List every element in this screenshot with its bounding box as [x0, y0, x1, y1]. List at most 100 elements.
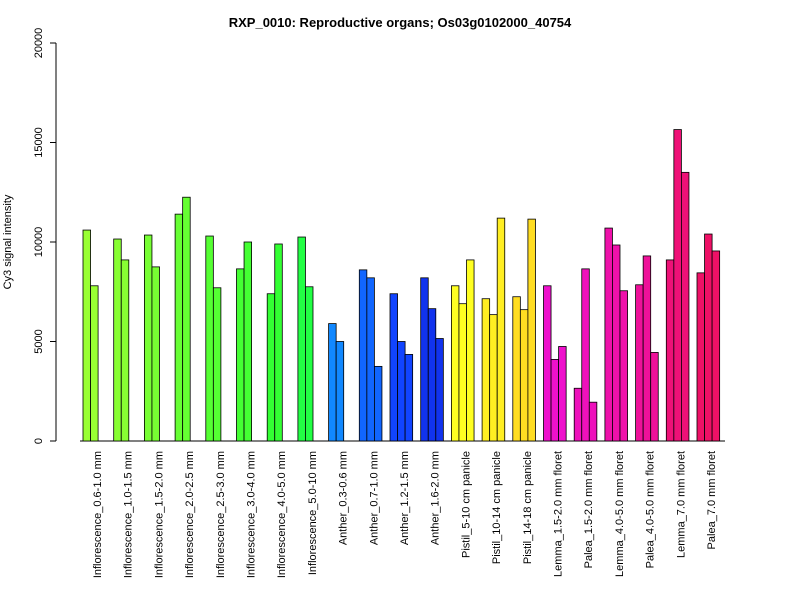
bar	[404, 354, 414, 442]
bar	[681, 171, 690, 442]
x-tick-label: Lemma_1.5-2.0 mm floret	[553, 451, 565, 577]
y-tick-label: 10000	[33, 227, 45, 258]
bar-group	[328, 323, 345, 442]
bar-group	[174, 196, 191, 442]
bar	[174, 213, 184, 442]
bar-group	[236, 241, 253, 442]
bar-group	[143, 234, 160, 442]
x-tick-label: Palea_7.0 mm floret	[706, 451, 718, 549]
x-tick-label: Inflorescence_1.0-1.5 mm	[123, 451, 135, 578]
bar	[389, 293, 398, 442]
bar-group	[358, 269, 383, 442]
bar	[450, 285, 460, 442]
bars-layer	[82, 129, 721, 442]
bar	[335, 341, 345, 442]
x-tick-label: Inflorescence_2.0-2.5 mm	[184, 451, 196, 578]
bar	[328, 323, 337, 442]
bar	[466, 259, 475, 442]
bar-group	[82, 229, 99, 442]
x-tick-label: Anther_1.2-1.5 mm	[399, 451, 411, 545]
bar-group	[297, 236, 314, 442]
bar	[212, 287, 222, 442]
bar-group	[665, 129, 690, 442]
bar	[182, 196, 191, 442]
bar	[82, 229, 91, 442]
category-labels: Inflorescence_0.6-1.0 mm Inflorescence_1.…	[92, 451, 718, 578]
bar	[612, 244, 621, 442]
x-tick-label: Anther_0.7-1.0 mm	[368, 451, 380, 545]
bar	[205, 235, 214, 442]
x-tick-label: Pistil_10-14 cm panicle	[491, 451, 503, 564]
x-tick-label: Inflorescence_2.5-3.0 mm	[215, 451, 227, 578]
bar	[236, 268, 245, 442]
bar	[588, 401, 598, 442]
bar	[366, 277, 375, 442]
y-tick-label: 15000	[33, 127, 45, 158]
bar	[673, 129, 682, 442]
bar	[704, 233, 713, 442]
y-tick-label: 5000	[33, 329, 45, 353]
bar	[527, 218, 536, 442]
x-tick-label: Anther_1.6-2.0 mm	[430, 451, 442, 545]
bar	[581, 268, 590, 442]
bar-group	[389, 293, 414, 442]
bar	[266, 293, 276, 442]
bar	[635, 284, 644, 442]
bar	[543, 285, 552, 442]
bar	[619, 290, 628, 442]
bar	[696, 272, 705, 442]
bar	[305, 286, 314, 442]
bar	[243, 241, 253, 442]
x-tick-label: Inflorescence_5.0-10 mm	[307, 451, 319, 575]
x-tick-label: Inflorescence_3.0-4.0 mm	[246, 451, 258, 578]
bar	[90, 285, 99, 442]
x-tick-label: Anther_0.3-0.6 mm	[338, 451, 350, 545]
bar-group	[696, 233, 721, 442]
bar-group	[604, 227, 628, 442]
x-tick-label: Inflorescence_4.0-5.0 mm	[276, 451, 288, 578]
bar	[120, 259, 130, 442]
bar	[373, 365, 383, 442]
bar-group	[266, 243, 283, 442]
x-tick-label: Lemma_7.0 mm floret	[675, 451, 687, 558]
bar	[573, 387, 583, 442]
bar	[151, 266, 160, 442]
bar	[642, 255, 652, 442]
y-axis-title: Cy3 signal intensity	[2, 194, 14, 289]
bar	[496, 217, 506, 442]
x-tick-label: Pistil_14-18 cm panicle	[522, 451, 534, 564]
bar	[550, 359, 559, 442]
bar-group	[512, 218, 536, 442]
bar	[519, 309, 529, 442]
bar	[427, 308, 437, 442]
bar	[297, 236, 306, 442]
bar	[489, 314, 498, 442]
y-tick-label: 0	[33, 438, 45, 444]
bar	[358, 269, 368, 442]
bar	[143, 234, 153, 442]
bar	[558, 346, 567, 442]
bar	[420, 277, 429, 442]
x-tick-label: Palea_1.5-2.0 mm floret	[583, 451, 595, 568]
x-tick-label: Lemma_4.0-5.0 mm floret	[614, 451, 626, 577]
bar	[274, 243, 283, 442]
bar-group	[543, 285, 567, 442]
y-tick-label: 20000	[33, 28, 45, 59]
bar	[650, 352, 659, 442]
x-tick-label: Inflorescence_0.6-1.0 mm	[92, 451, 104, 578]
bar-group	[481, 217, 506, 442]
bar	[458, 303, 467, 442]
bar	[397, 341, 406, 442]
bar	[711, 250, 721, 442]
bar-group	[635, 255, 659, 442]
y-axis: 0 5000 10000 15000 20000	[33, 28, 57, 444]
bar-group	[205, 235, 222, 442]
bar-group	[573, 268, 598, 442]
x-tick-label: Inflorescence_1.5-2.0 mm	[153, 451, 165, 578]
bar	[512, 296, 521, 442]
bar	[604, 227, 613, 442]
bar	[113, 238, 122, 442]
bar	[435, 338, 444, 442]
bar	[481, 298, 491, 442]
